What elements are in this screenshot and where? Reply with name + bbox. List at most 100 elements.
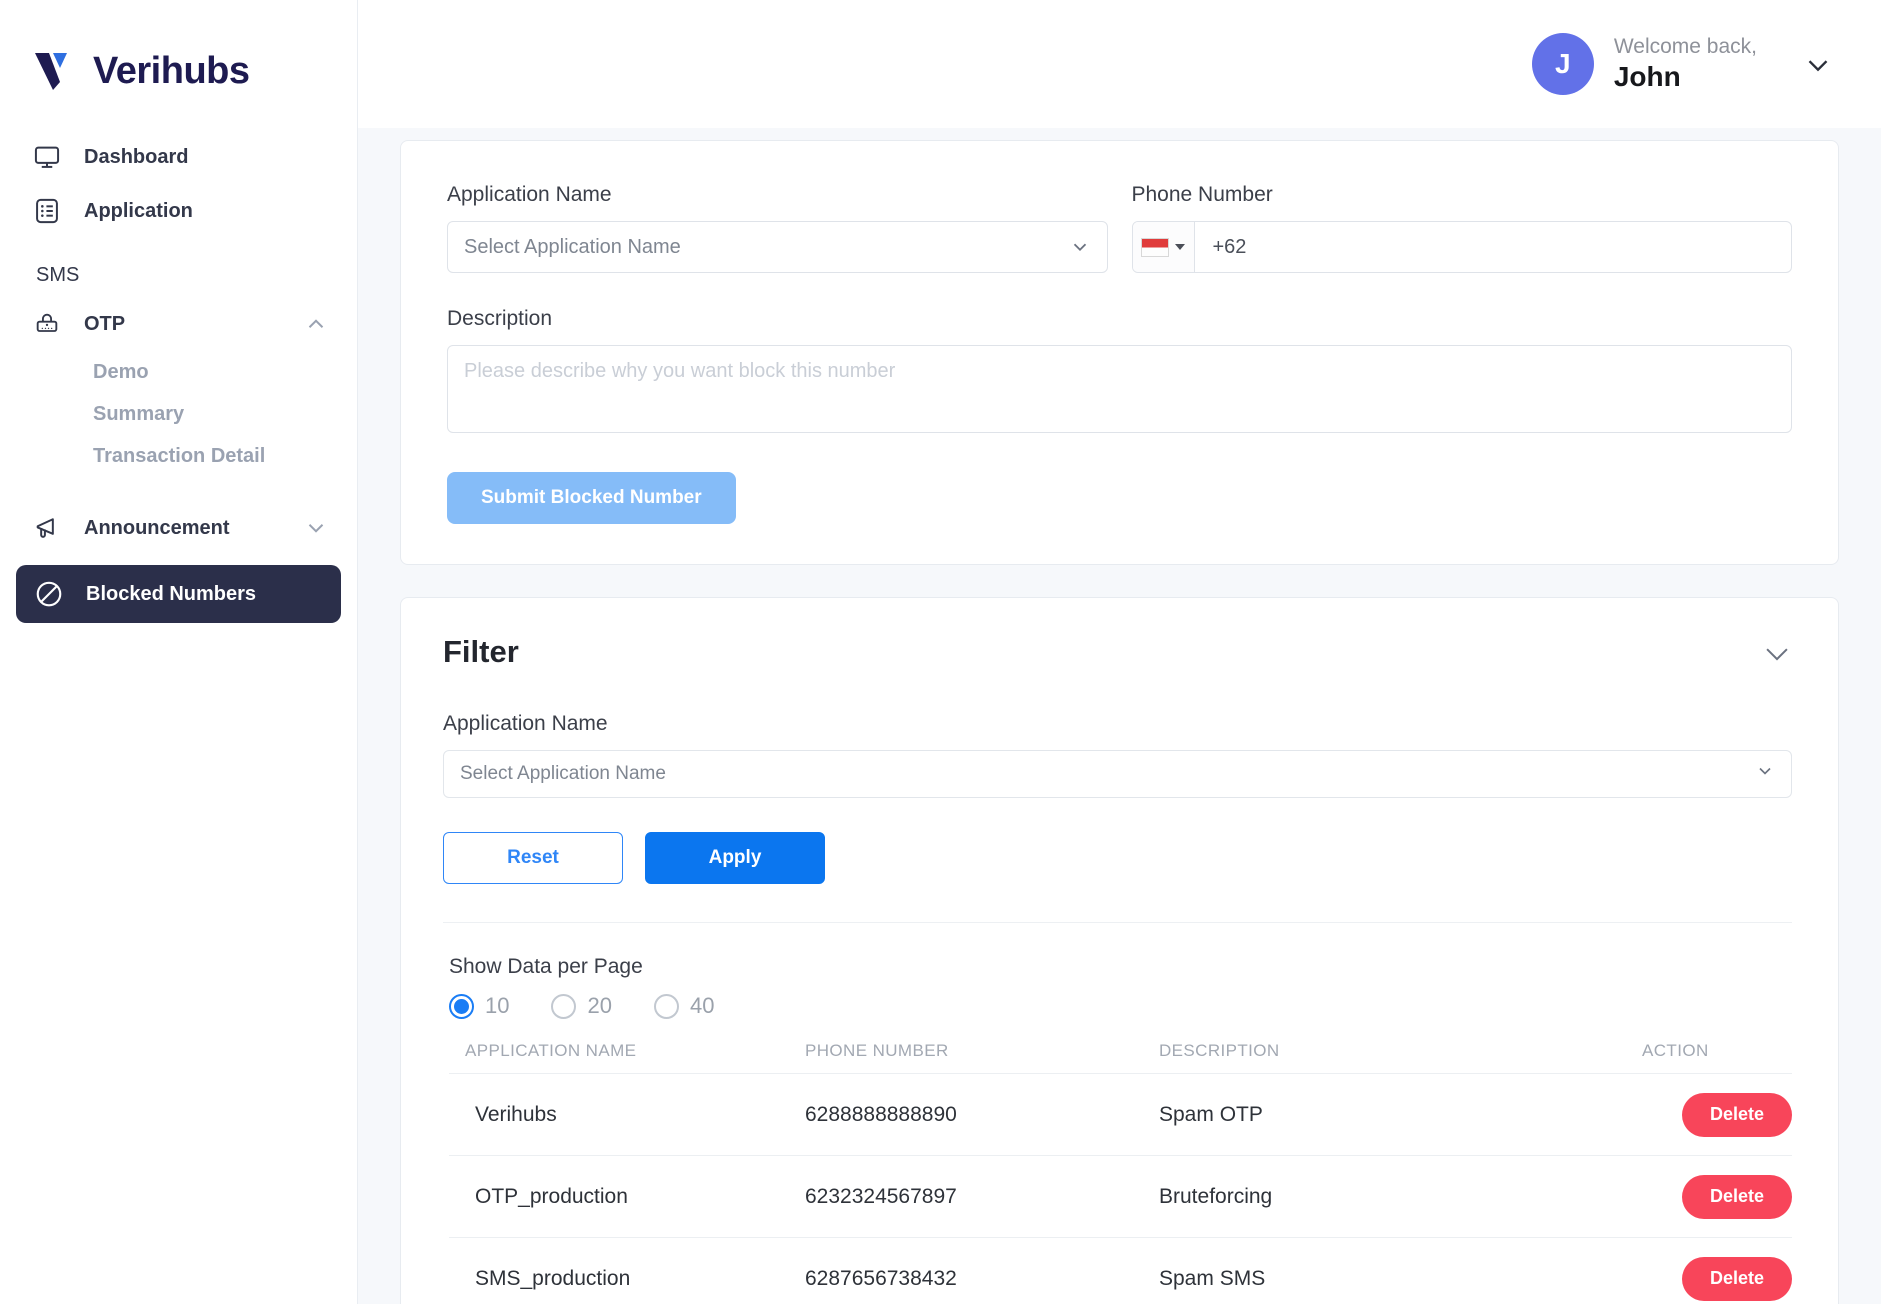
cell-phone-number: 6287656738432 — [805, 1266, 957, 1290]
sidebar-item-transaction-detail[interactable]: Transaction Detail — [0, 435, 357, 477]
column-header-description: DESCRIPTION — [1159, 1041, 1280, 1060]
sidebar-subitem-label: Summary — [93, 402, 185, 425]
welcome-text: Welcome back, — [1613, 35, 1757, 59]
delete-button[interactable]: Delete — [1681, 1092, 1792, 1137]
cell-description: Spam OTP — [1159, 1102, 1263, 1126]
filter-card: Filter Application Name Select Applicati… — [400, 597, 1839, 1304]
avatar: J — [1531, 33, 1594, 95]
submit-blocked-number-button[interactable]: Submit Blocked Number — [447, 472, 736, 524]
application-name-field: Application Name Select Application Name — [447, 183, 1108, 273]
phone-input-group — [1131, 221, 1792, 273]
user-name: John — [1613, 60, 1681, 92]
application-name-select-value: Select Application Name — [464, 235, 681, 258]
description-label: Description — [447, 307, 553, 330]
cell-action: Delete — [1642, 1174, 1792, 1219]
block-number-form-card: Application Name Select Application Name… — [400, 140, 1839, 565]
per-page-option-label: 20 — [587, 993, 612, 1018]
chevron-down-icon[interactable] — [1760, 635, 1794, 669]
delete-button[interactable]: Delete — [1681, 1256, 1792, 1301]
per-page-option-label: 10 — [485, 993, 510, 1018]
reset-button[interactable]: Reset — [443, 832, 623, 884]
per-page-option-label: 40 — [689, 993, 715, 1018]
column-header-phone-number: PHONE NUMBER — [805, 1041, 949, 1060]
chevron-down-icon[interactable] — [303, 515, 329, 541]
description-textarea[interactable] — [447, 345, 1792, 433]
sidebar-section-title: SMS — [36, 264, 80, 286]
section-divider — [443, 922, 1792, 923]
sidebar-item-announcement[interactable]: Announcement — [0, 501, 357, 555]
column-header-application-name: APPLICATION NAME — [465, 1041, 637, 1060]
brand-logo[interactable]: Verihubs — [0, 36, 357, 106]
chevron-down-icon[interactable] — [1801, 47, 1835, 81]
country-code-selector[interactable] — [1132, 222, 1195, 272]
sidebar: Verihubs Dashboard — [0, 0, 358, 1304]
sidebar-item-summary[interactable]: Summary — [0, 393, 357, 435]
table-row: Verihubs 6288888888890 Spam OTP Delete — [449, 1074, 1792, 1156]
verihubs-logo-icon — [33, 50, 79, 92]
filter-buttons: Reset Apply — [443, 832, 1792, 884]
form-row-top: Application Name Select Application Name… — [447, 183, 1792, 273]
table-header-row: APPLICATION NAME PHONE NUMBER DESCRIPTIO… — [449, 1041, 1792, 1074]
sidebar-nav: Dashboard Application SMS — [0, 130, 357, 623]
per-page-option-20[interactable]: 20 — [551, 993, 612, 1019]
sidebar-item-demo[interactable]: Demo — [0, 351, 357, 393]
filter-header: Filter — [401, 598, 1838, 670]
per-page-radio-group: 10 20 40 — [449, 993, 1792, 1019]
filter-body: Application Name Select Application Name… — [401, 670, 1838, 923]
phone-number-label: Phone Number — [1131, 183, 1273, 206]
cell-action: Delete — [1642, 1092, 1792, 1137]
cell-application-name: SMS_production — [475, 1266, 631, 1290]
apply-button[interactable]: Apply — [645, 832, 825, 884]
application-name-select[interactable]: Select Application Name — [447, 221, 1108, 273]
otp-lock-icon — [30, 307, 64, 341]
per-page-option-10[interactable]: 10 — [449, 993, 509, 1019]
sidebar-item-otp[interactable]: OTP — [0, 297, 357, 351]
cell-application-name: OTP_production — [475, 1184, 628, 1208]
sidebar-subitem-label: Demo — [93, 360, 149, 383]
block-circle-icon — [32, 577, 66, 611]
radio-icon — [653, 993, 679, 1019]
list-document-icon — [30, 194, 64, 228]
table-row: OTP_production 6232324567897 Bruteforcin… — [449, 1156, 1792, 1238]
sidebar-subitem-label: Transaction Detail — [93, 444, 266, 467]
sidebar-item-label: Application — [84, 199, 193, 222]
cell-action: Delete — [1642, 1256, 1792, 1301]
welcome-block: Welcome back, John — [1614, 35, 1757, 93]
user-menu[interactable]: J Welcome back, John — [1531, 33, 1835, 95]
filter-application-name-select[interactable]: Select Application Name — [443, 750, 1792, 798]
cell-application-name: Verihubs — [475, 1102, 557, 1126]
cell-phone-number: 6288888888890 — [805, 1102, 957, 1126]
application-name-label: Application Name — [447, 183, 612, 206]
sidebar-item-dashboard[interactable]: Dashboard — [0, 130, 357, 184]
cell-description: Spam SMS — [1159, 1266, 1266, 1290]
filter-application-name-value: Select Application Name — [460, 763, 666, 784]
sidebar-item-label: Announcement — [84, 516, 230, 539]
chevron-down-icon — [1175, 244, 1185, 250]
chevron-up-icon[interactable] — [303, 311, 329, 337]
monitor-icon — [30, 140, 64, 174]
phone-number-field: Phone Number — [1131, 183, 1792, 273]
topbar: J Welcome back, John — [358, 0, 1881, 128]
chevron-down-icon — [1755, 761, 1775, 787]
chevron-down-icon — [1069, 236, 1091, 258]
sidebar-item-label: Dashboard — [84, 145, 189, 168]
delete-button[interactable]: Delete — [1681, 1174, 1792, 1219]
page-content: Application Name Select Application Name… — [358, 128, 1881, 1304]
indonesia-flag-icon — [1141, 237, 1169, 257]
brand-name: Verihubs — [93, 50, 250, 92]
sidebar-item-blocked-numbers[interactable]: Blocked Numbers — [16, 565, 341, 623]
sidebar-item-label: OTP — [84, 312, 126, 335]
per-page-option-40[interactable]: 40 — [653, 993, 715, 1019]
blocked-numbers-table: APPLICATION NAME PHONE NUMBER DESCRIPTIO… — [401, 1041, 1838, 1304]
cell-phone-number: 6232324567897 — [805, 1184, 957, 1208]
filter-application-name-label: Application Name — [443, 712, 608, 735]
main-area: J Welcome back, John Application Name — [358, 0, 1881, 1304]
sidebar-item-label: Blocked Numbers — [86, 582, 257, 605]
phone-number-input[interactable] — [1194, 222, 1791, 272]
column-header-action: ACTION — [1642, 1041, 1709, 1060]
show-data-per-page: Show Data per Page 10 20 40 — [401, 923, 1838, 1019]
sidebar-item-application[interactable]: Application — [0, 184, 357, 238]
cell-description: Bruteforcing — [1159, 1184, 1273, 1208]
filter-title: Filter — [443, 634, 519, 669]
